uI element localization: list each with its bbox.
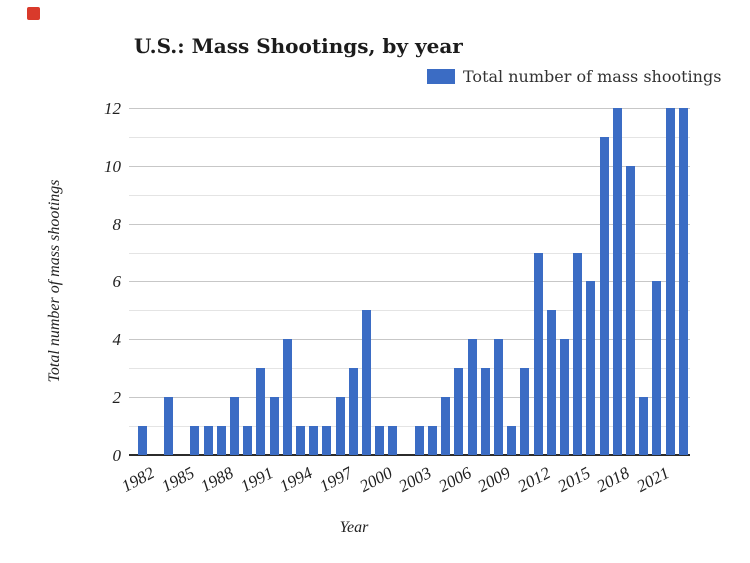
bar-2014[interactable] [559, 339, 569, 455]
x-tick-label: 2006 [435, 463, 475, 496]
bar-2017[interactable] [599, 137, 609, 455]
bar-2001[interactable] [388, 426, 398, 455]
bar-2008[interactable] [480, 368, 490, 455]
x-tick-label: 1991 [237, 463, 277, 496]
y-tick-label: 4 [112, 330, 122, 349]
bar-1991[interactable] [256, 368, 266, 455]
y-tick-label: 8 [112, 215, 122, 234]
gridline [129, 195, 690, 196]
bar-1999[interactable] [361, 310, 371, 455]
y-tick-label: 12 [104, 99, 121, 118]
gridline [129, 368, 690, 369]
bar-1993[interactable] [282, 339, 292, 455]
bar-2011[interactable] [520, 368, 530, 455]
bar-2016[interactable] [586, 281, 596, 455]
y-tick-label: 6 [112, 272, 122, 291]
bar-1994[interactable] [295, 426, 305, 455]
x-tick-label: 2009 [474, 463, 514, 496]
x-tick-label: 1994 [276, 463, 316, 496]
bar-1996[interactable] [322, 426, 332, 455]
y-axis-title: Total number of mass shootings [46, 179, 63, 383]
x-tick-label: 1988 [197, 463, 237, 496]
bar-2012[interactable] [533, 253, 543, 455]
bar-2004[interactable] [427, 426, 437, 455]
legend: Total number of mass shootings [427, 66, 722, 86]
x-tick-label: 1982 [118, 463, 158, 496]
bar-1997[interactable] [335, 397, 345, 455]
x-tick-label: 2000 [356, 463, 396, 496]
bar-1998[interactable] [348, 368, 358, 455]
bar-2006[interactable] [454, 368, 464, 455]
x-tick-label: 2015 [554, 463, 594, 496]
x-axis-line [129, 454, 690, 456]
y-tick-label: 10 [104, 157, 121, 176]
bar-1990[interactable] [243, 426, 253, 455]
gridline [129, 310, 690, 311]
gridline [129, 224, 690, 225]
bar-1987[interactable] [203, 426, 213, 455]
gridline [129, 426, 690, 427]
bar-2018[interactable] [612, 108, 622, 455]
x-axis-title: Year [339, 519, 369, 536]
bar-2000[interactable] [375, 426, 385, 455]
x-tick-label: 2003 [395, 463, 435, 496]
bar-2023[interactable] [678, 108, 688, 455]
gridline [129, 108, 690, 109]
bar-2015[interactable] [573, 253, 583, 455]
bar-2005[interactable] [441, 397, 451, 455]
y-tick-label: 2 [112, 388, 122, 407]
gridline [129, 281, 690, 282]
x-tick-label: 1997 [316, 463, 356, 496]
x-tick-label: 1985 [158, 463, 198, 496]
bar-2019[interactable] [625, 166, 635, 455]
bar-1986[interactable] [190, 426, 200, 455]
bar-2021[interactable] [652, 281, 662, 455]
bar-2003[interactable] [414, 426, 424, 455]
x-tick-label: 2018 [593, 463, 633, 496]
bar-2020[interactable] [639, 397, 649, 455]
y-tick-label: 0 [112, 446, 122, 465]
legend-label: Total number of mass shootings [463, 66, 722, 86]
x-tick-label: 2021 [633, 463, 673, 496]
gridline [129, 166, 690, 167]
x-tick-label: 2012 [514, 463, 554, 496]
bar-1989[interactable] [229, 397, 239, 455]
legend-swatch-icon [427, 68, 455, 84]
bar-2013[interactable] [546, 310, 556, 455]
chart-title: U.S.: Mass Shootings, by year [134, 34, 463, 58]
gridline [129, 397, 690, 398]
red-marker-icon [27, 7, 40, 20]
bar-1992[interactable] [269, 397, 279, 455]
bar-1982[interactable] [137, 426, 147, 455]
bar-2009[interactable] [493, 339, 503, 455]
bar-2010[interactable] [507, 426, 517, 455]
bar-1984[interactable] [163, 397, 173, 455]
gridline [129, 339, 690, 340]
bar-2022[interactable] [665, 108, 675, 455]
bar-2007[interactable] [467, 339, 477, 455]
bar-1995[interactable] [309, 426, 319, 455]
gridline [129, 137, 690, 138]
gridline [129, 253, 690, 254]
bar-1988[interactable] [216, 426, 226, 455]
